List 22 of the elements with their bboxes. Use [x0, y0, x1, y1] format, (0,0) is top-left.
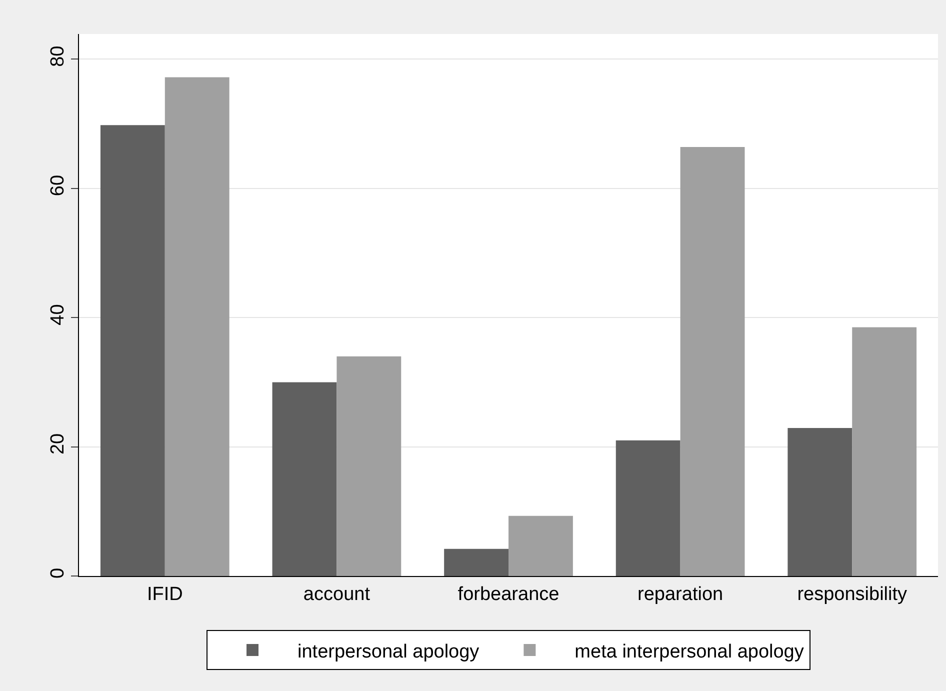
bar: [508, 516, 573, 576]
y-tick-label: 0: [47, 568, 68, 578]
legend-label: meta interpersonal apology: [574, 641, 804, 662]
bar: [164, 77, 230, 576]
bar: [336, 356, 402, 576]
bar: [852, 327, 917, 576]
y-tick-label: 20: [47, 433, 68, 455]
x-tick-label: responsibility: [797, 584, 908, 605]
y-tick-label: 40: [47, 304, 68, 326]
x-tick-label: reparation: [638, 584, 724, 605]
bar: [100, 125, 165, 576]
bar: [616, 440, 680, 576]
x-tick-label: account: [303, 584, 371, 605]
legend-label: interpersonal apology: [298, 641, 480, 662]
bar: [272, 382, 337, 576]
x-tick-label: IFID: [146, 584, 183, 605]
bar: [444, 548, 508, 576]
bar: [680, 147, 745, 576]
y-tick-label: 80: [47, 46, 68, 67]
bar: [788, 428, 852, 576]
x-tick-label: forbearance: [458, 584, 560, 605]
y-tick-label: 60: [47, 174, 68, 196]
